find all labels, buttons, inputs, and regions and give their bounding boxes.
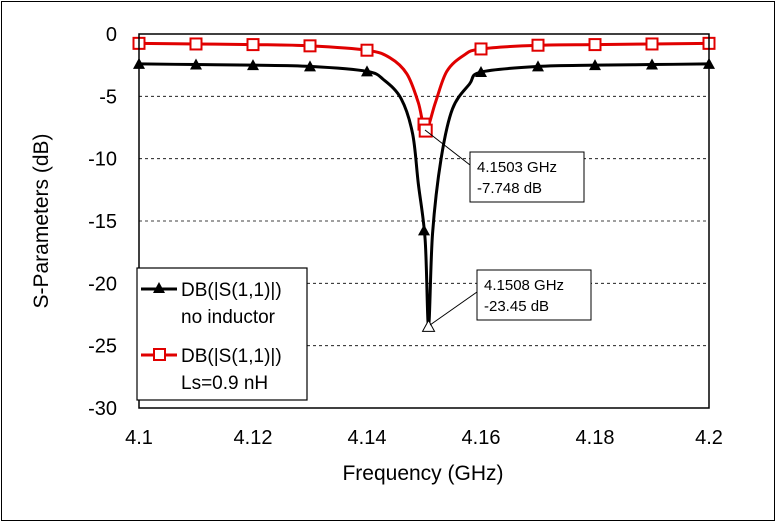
series-1-marker bbox=[589, 59, 601, 71]
minimum-marker-series-1 bbox=[421, 319, 436, 332]
series-line-1 bbox=[138, 62, 710, 328]
legend-label-series-1: DB(|S(1,1)|) bbox=[181, 280, 282, 301]
x-axis-title: Frequency (GHz) bbox=[342, 462, 503, 485]
y-tick-label: 0 bbox=[106, 24, 117, 46]
x-tick-label: 4.12 bbox=[234, 427, 273, 449]
series-2-marker bbox=[474, 42, 488, 56]
legend-label-series-2: DB(|S(1,1)|) bbox=[181, 346, 282, 367]
series-2-marker bbox=[246, 38, 260, 52]
y-tick-label: -5 bbox=[99, 86, 117, 108]
series-2-marker bbox=[189, 37, 203, 51]
annotation-2-db: -23.45 dB bbox=[484, 298, 549, 315]
y-tick-label: -25 bbox=[88, 336, 117, 358]
series-1-marker bbox=[190, 58, 202, 70]
markers-layer bbox=[132, 36, 716, 332]
tick-labels: 0 -5 -10 -15 -20 -25 -30 4.1 4.12 4.14 4.16 4.18 4.2 bbox=[88, 24, 723, 449]
series-2-marker bbox=[531, 38, 545, 52]
series-1-marker bbox=[361, 65, 373, 77]
series-2-marker bbox=[588, 38, 602, 52]
series-1-marker bbox=[418, 224, 430, 236]
series-1-marker bbox=[475, 66, 487, 78]
legend-marker-series-1 bbox=[153, 282, 165, 293]
series-2-marker bbox=[303, 39, 317, 53]
series-1-marker bbox=[247, 59, 259, 71]
y-axis-title: S-Parameters (dB) bbox=[30, 133, 53, 308]
series-1-marker bbox=[532, 60, 544, 72]
series-line-2 bbox=[138, 41, 710, 133]
annotation-1-db: -7.748 dB bbox=[477, 180, 542, 197]
annotation-1-freq: 4.1503 GHz bbox=[477, 159, 557, 176]
series-2-marker bbox=[645, 37, 659, 51]
annotation-1-box bbox=[469, 151, 585, 203]
annotation-2-box bbox=[476, 269, 592, 321]
legend: DB(|S(1,1)|) no inductor DB(|S(1,1)|) Ls… bbox=[136, 267, 308, 401]
annotation-2-freq: 4.1508 GHz bbox=[484, 277, 564, 294]
series-1-marker bbox=[646, 58, 658, 70]
y-tick-label: -20 bbox=[88, 273, 117, 295]
x-tick-label: 4.1 bbox=[125, 427, 153, 449]
legend-marker-series-2 bbox=[153, 348, 166, 361]
plot-area-border bbox=[138, 33, 710, 409]
grid-lines bbox=[139, 95, 709, 347]
legend-label-series-2-line2: Ls=0.9 nH bbox=[181, 373, 268, 394]
annotation-2-leader bbox=[429, 291, 478, 326]
x-tick-label: 4.18 bbox=[576, 427, 615, 449]
y-tick-label: -15 bbox=[88, 211, 117, 233]
legend-label-series-1-line2: no inductor bbox=[181, 307, 276, 328]
annotations: 4.1503 GHz -7.748 dB 4.1508 GHz -23.45 d… bbox=[424, 129, 592, 326]
x-tick-label: 4.2 bbox=[695, 427, 723, 449]
series-1-marker bbox=[304, 60, 316, 72]
series-2-marker bbox=[360, 43, 374, 57]
y-tick-label: -30 bbox=[88, 398, 117, 420]
x-tick-label: 4.14 bbox=[348, 427, 387, 449]
annotation-1-leader bbox=[424, 129, 471, 166]
y-tick-label: -10 bbox=[88, 149, 117, 171]
x-tick-label: 4.16 bbox=[462, 427, 501, 449]
